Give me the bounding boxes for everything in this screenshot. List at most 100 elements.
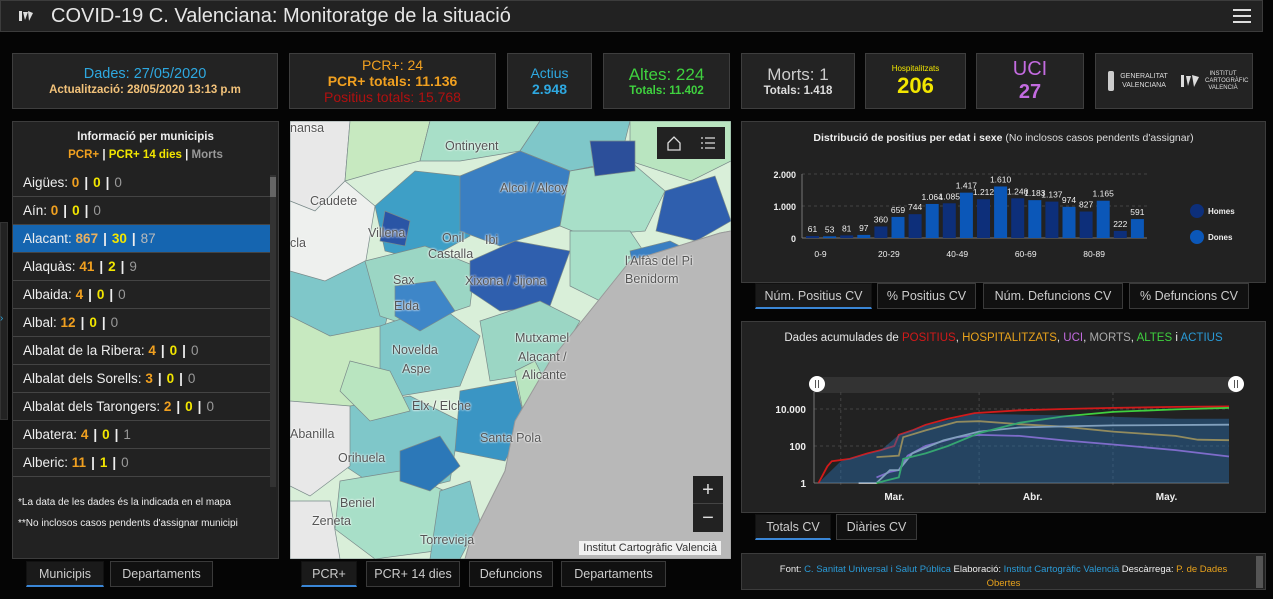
tab-diaries[interactable]: Diàries CV	[836, 514, 917, 540]
municipi-pcr14: 0	[89, 315, 97, 330]
municipi-name: Aigües:	[23, 175, 69, 190]
bar-title-main: Distribució de positius per edat i sexe	[813, 132, 1003, 144]
municipi-pcr: 12	[60, 315, 76, 330]
bar-dones	[1130, 219, 1144, 238]
municipi-row[interactable]: Albalat dels Sorells: 3 | 0 | 0	[13, 365, 271, 393]
font-link[interactable]: C. Sanitat Universal i Salut Pública	[804, 564, 951, 575]
tab-pcr14[interactable]: PCR+ 14 dies	[366, 561, 460, 587]
map-place-label: Villena	[368, 226, 406, 240]
municipi-row[interactable]: Albal: 12 | 0 | 0	[13, 309, 271, 337]
line-title-part: ,	[955, 332, 963, 344]
municipi-name: Albalat dels Sorells:	[23, 371, 142, 386]
pcr-card: PCR+: 24 PCR+ totals: 11.136 Positius to…	[289, 53, 496, 109]
tab-departaments[interactable]: Departaments	[110, 561, 213, 587]
municipi-row[interactable]: Aigües: 0 | 0 | 0	[13, 169, 271, 197]
municipi-name: Albal:	[23, 315, 57, 330]
municipi-row[interactable]: Albatera: 4 | 0 | 1	[13, 421, 271, 449]
bar-dones	[857, 234, 871, 238]
legend-swatch-homes	[1190, 204, 1204, 218]
home-icon[interactable]	[666, 135, 682, 151]
municipi-row[interactable]: Albalat dels Tarongers: 2 | 0 | 0	[13, 393, 271, 421]
desc-link[interactable]: P. de Dades Obertes	[986, 564, 1228, 589]
x-tick-label: 40-49	[946, 249, 968, 259]
municipi-row[interactable]: Alberic: 11 | 1 | 0	[13, 449, 271, 477]
bar-data-label: 1.064	[922, 192, 944, 202]
tab-pct-defuncions[interactable]: % Defuncions CV	[1129, 283, 1249, 309]
update-time: Actualització: 28/05/2020 13:13 p.m	[49, 84, 241, 96]
legend-swatch-dones	[1190, 230, 1204, 244]
map-place-label: nansa	[290, 121, 325, 135]
age-sex-chart-panel: Distribució de positius per edat i sexe …	[741, 121, 1266, 283]
municipi-name: Albalat dels Tarongers:	[23, 399, 161, 414]
x-tick-label: May.	[1156, 492, 1178, 503]
bar-data-label: 1.240	[1007, 186, 1029, 196]
map-place-label: Elda	[394, 299, 420, 313]
map-place-label: Santa Pola	[480, 431, 542, 445]
bar-data-label: 1.610	[990, 174, 1012, 184]
elab-link[interactable]: Institut Cartogràfic Valencià	[1003, 564, 1120, 575]
hamburger-menu-icon[interactable]	[1232, 8, 1252, 24]
bar-data-label: 61	[808, 224, 818, 234]
bar-data-label: 360	[874, 214, 888, 224]
zoom-out-button[interactable]: −	[702, 507, 714, 529]
municipi-row[interactable]: Alaquàs: 41 | 2 | 9	[13, 253, 271, 281]
bar-data-label: 1.417	[956, 181, 978, 191]
choropleth-map[interactable]	[290, 121, 731, 559]
bar-homes	[806, 236, 819, 238]
note-date: *La data de les dades és la indicada en …	[18, 497, 231, 508]
app-header: COVID-19 C. Valenciana: Monitoratge de l…	[0, 0, 1263, 32]
municipi-row[interactable]: Albalat de la Ribera: 4 | 0 | 0	[13, 337, 271, 365]
municipi-morts: 0	[190, 343, 199, 358]
chevron-right-icon: ›	[0, 313, 4, 324]
bar-data-label: 1.212	[973, 187, 995, 197]
bar-dones	[1062, 206, 1076, 238]
actius-card: Actius 2.948	[507, 53, 592, 109]
municipi-morts: 0	[114, 175, 122, 190]
actius-label: Actius	[530, 65, 569, 81]
tab-totals[interactable]: Totals CV	[755, 514, 831, 540]
municipi-name: Albalat de la Ribera:	[23, 343, 145, 358]
morts-card: Morts: 1 Totals: 1.418	[741, 53, 855, 109]
line-title-part: i	[1172, 332, 1181, 344]
hosp-label: Hospitalitzats	[891, 63, 940, 73]
side-collapse-handle[interactable]: ›	[0, 222, 8, 420]
municipi-pcr: 4	[80, 427, 89, 442]
range-slider-handle[interactable]	[1228, 376, 1244, 392]
municipi-pcr: 2	[163, 399, 172, 414]
icv-logo: INSTITUT CARTOGRÀFIC VALENCIÀ	[1180, 70, 1249, 92]
tab-map-departaments[interactable]: Departaments	[561, 561, 666, 587]
icv-text: INSTITUT CARTOGRÀFIC VALENCIÀ	[1205, 70, 1249, 91]
tab-num-positius[interactable]: Núm. Positius CV	[755, 283, 872, 309]
municipi-name: Albaida:	[23, 287, 72, 302]
list-scrollbar[interactable]	[270, 175, 276, 487]
map-place-label: Xixona / Jijona	[465, 274, 547, 288]
footer-scrollbar[interactable]	[1256, 556, 1263, 588]
tab-pcr[interactable]: PCR+	[301, 561, 357, 587]
map-place-label: Orihuela	[338, 451, 386, 465]
legend-pcr14: PCR+ 14 dies	[108, 149, 182, 161]
altes-card: Altes: 224 Totals: 11.402	[603, 53, 730, 109]
zoom-in-button[interactable]: +	[693, 476, 723, 504]
bar-chart-title: Distribució de positius per edat i sexe …	[742, 132, 1265, 144]
map-place-label: Elx / Elche	[412, 399, 472, 413]
municipi-row[interactable]: Aín: 0 | 0 | 0	[13, 197, 271, 225]
series-line-hospitalitzats	[876, 420, 1230, 458]
bar-data-label: 222	[1113, 219, 1127, 229]
bar-dones	[1096, 200, 1110, 238]
y-tick-label: 2.000	[773, 170, 796, 180]
tab-municipis[interactable]: Municipis	[26, 561, 104, 587]
municipi-row[interactable]: Albaida: 4 | 0 | 0	[13, 281, 271, 309]
tab-defuncions[interactable]: Defuncions	[469, 561, 553, 587]
range-slider-handle[interactable]	[809, 376, 825, 392]
tab-pct-positius[interactable]: % Positius CV	[877, 283, 976, 309]
municipi-row[interactable]: Alacant: 867 | 30 | 87	[13, 225, 271, 253]
bar-homes	[874, 226, 888, 238]
bar-dones	[959, 192, 973, 238]
bar-dones	[891, 216, 905, 238]
tab-num-defuncions[interactable]: Núm. Defuncions CV	[983, 283, 1123, 309]
municipi-pcr14: 30	[111, 231, 127, 246]
bar-homes	[1045, 201, 1059, 238]
legend-list-icon[interactable]	[700, 135, 716, 151]
map-view[interactable]: nansa Ontinyent Caudete Alcoi / Alcoy Villen…	[290, 121, 731, 559]
